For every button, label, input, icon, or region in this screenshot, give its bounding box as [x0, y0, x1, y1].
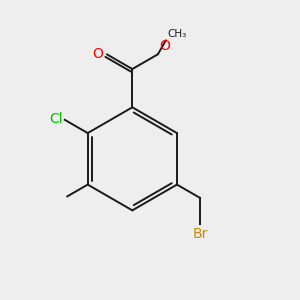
Text: O: O [159, 39, 170, 53]
Text: Cl: Cl [50, 112, 63, 126]
Text: CH₃: CH₃ [167, 29, 187, 39]
Text: Br: Br [192, 227, 208, 241]
Text: O: O [92, 47, 103, 61]
